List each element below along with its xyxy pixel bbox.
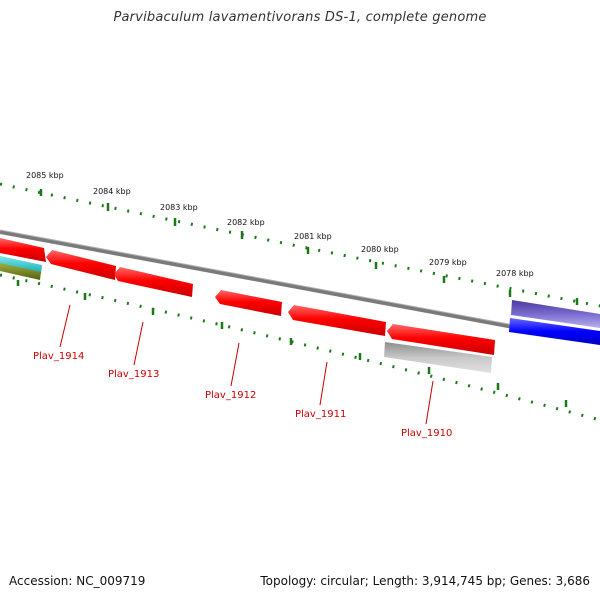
genome-title: Parvibaculum lavamentivorans DS-1, compl…: [113, 10, 487, 25]
gene-label-plav-1914: Plav_1914: [33, 351, 84, 362]
gene-leader-lines: [59, 304, 434, 425]
gene-label-plav-1912: Plav_1912: [205, 390, 256, 401]
genome-summary-text: Topology: circular; Length: 3,914,745 bp…: [260, 574, 590, 588]
gene-arrow-plav-1912: [215, 290, 282, 316]
feature-purple-bar: [511, 300, 600, 328]
tick-label-2081: 2081 kbp: [294, 232, 332, 241]
gene-label-plav-1911: Plav_1911: [295, 409, 346, 420]
gene-label-plav-1913: Plav_1913: [108, 369, 159, 380]
feature-blue-bar: [509, 318, 600, 345]
tick-label-2082: 2082 kbp: [227, 218, 265, 227]
tick-label-2084: 2084 kbp: [93, 187, 131, 196]
gene-label-plav-1910: Plav_1910: [401, 428, 452, 439]
tick-label-2079: 2079 kbp: [429, 258, 467, 267]
feature-gray-bar: [384, 342, 492, 373]
gene-arrow-plav-1910: [387, 324, 495, 355]
accession-text: Accession: NC_009719: [9, 574, 146, 588]
gene-arrow-plav-1911: [288, 305, 386, 336]
tick-label-2080: 2080 kbp: [361, 245, 399, 254]
outer-major-ticks: [39, 189, 579, 305]
tick-label-2085: 2085 kbp: [26, 171, 64, 180]
feature-cyan-partial: [0, 256, 42, 274]
tick-label-2083: 2083 kbp: [160, 203, 198, 212]
gene-arrow-partial-left: [0, 238, 46, 262]
feature-olive-partial: [0, 263, 41, 280]
tick-label-2078: 2078 kbp: [496, 269, 534, 278]
gene-arrow-plav-1913: [114, 267, 193, 297]
inner-major-ticks: [16, 280, 568, 407]
gene-arrow-plav-1914: [46, 250, 116, 280]
